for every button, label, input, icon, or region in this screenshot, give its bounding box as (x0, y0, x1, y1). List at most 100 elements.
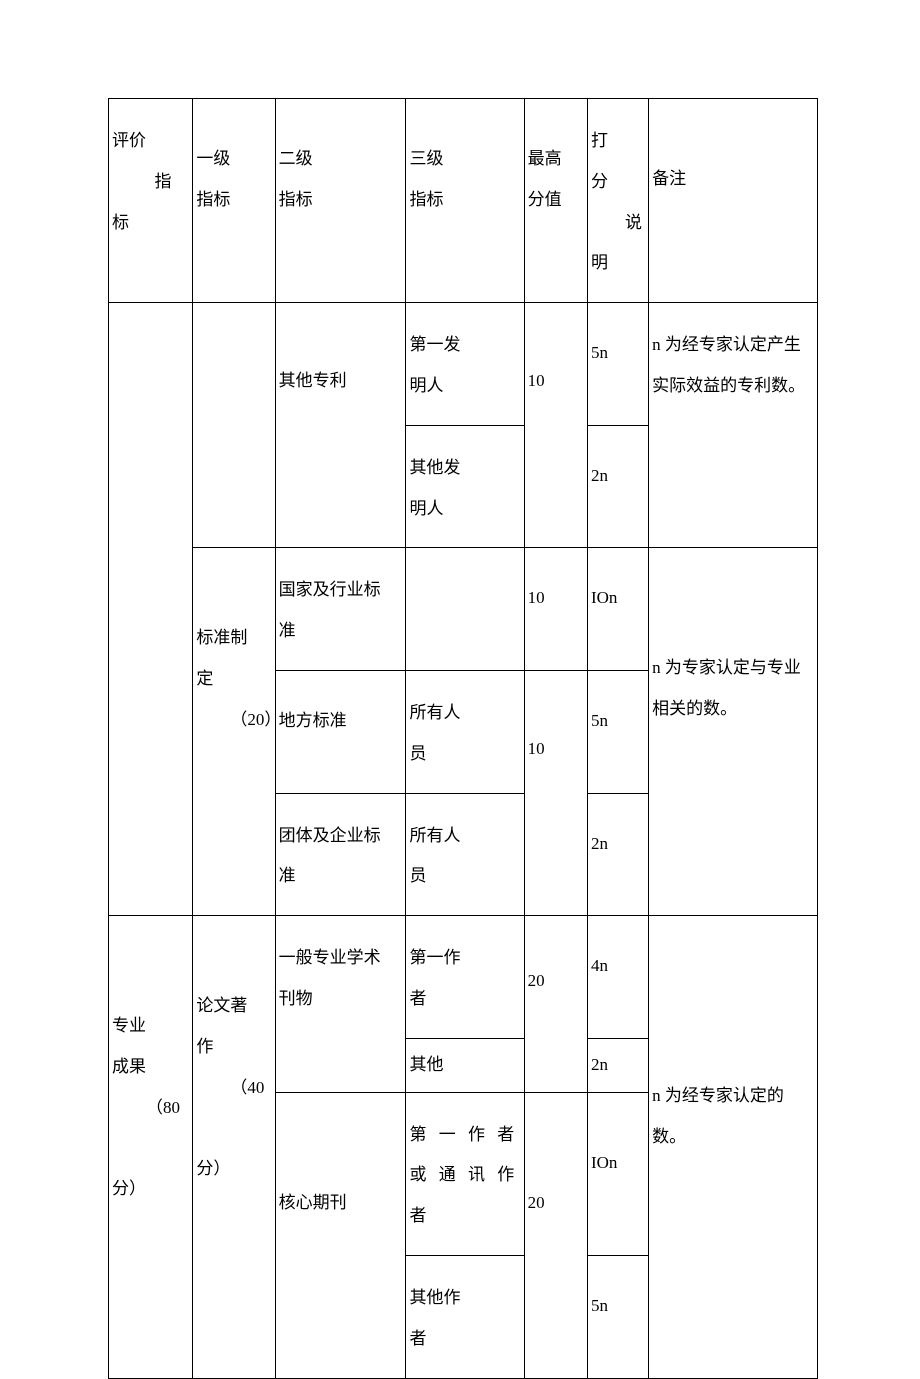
text: 其他专利 (279, 371, 347, 390)
text: 2n (591, 1055, 608, 1074)
text: 或 通 讯 作 (409, 1165, 518, 1184)
cell-all-personnel: 所有人 员 (406, 670, 524, 793)
cell-max-score: 10 (524, 548, 587, 671)
text: n 为经专家认定的 (652, 1086, 784, 1105)
text: 一般专业学术 (279, 948, 381, 967)
text: 其他 (409, 1055, 443, 1074)
cell-max-score: 20 (524, 1092, 587, 1378)
text: IOn (591, 1153, 617, 1172)
text: 准 (279, 866, 296, 885)
text: 10 (528, 588, 545, 607)
text: 评价 (112, 131, 146, 150)
text: 明 (591, 253, 608, 272)
cell-score: 4n (587, 916, 648, 1039)
text: 最高 (528, 149, 562, 168)
text: 作 (196, 1037, 213, 1056)
cell-all-personnel: 所有人 员 (406, 793, 524, 916)
text: 5n (591, 1296, 608, 1315)
cell-group-enterprise-standard: 团体及企业标 准 (275, 793, 406, 916)
cell-other-inventor: 其他发 明人 (406, 425, 524, 548)
text: 分 (591, 172, 608, 191)
cell-other-patent: 其他专利 (275, 303, 406, 548)
cell-first-or-corresponding-author: 第 一 作 者 或 通 讯 作 者 (406, 1092, 524, 1255)
text: 说 (591, 203, 645, 244)
text: 标准制 (196, 628, 247, 647)
header-evaluation-indicator: 评价 指 标 (109, 99, 193, 303)
cell-score: 2n (587, 793, 648, 916)
table-row: 其他专利 第一发 明人 10 5n n 为经专家认定产生 实际效益的专利数。 (109, 303, 818, 426)
cell-score: 5n (587, 1255, 648, 1378)
cell-first-author: 第一作 者 (406, 916, 524, 1039)
cell-max-score: 20 (524, 916, 587, 1092)
text: 刊物 (279, 989, 313, 1008)
header-level1: 一级 指标 (193, 99, 275, 303)
evaluation-table: 评价 指 标 一级 指标 二级 指标 三级 指标 最高 分值 打 分 说 明 备… (108, 98, 818, 1379)
text: 分值 (528, 190, 562, 209)
text: 员 (409, 866, 426, 885)
text: IOn (591, 588, 617, 607)
text: 成果 (112, 1057, 146, 1076)
text: 分） (112, 1179, 146, 1198)
text: 指标 (196, 190, 230, 209)
text: 5n (591, 343, 608, 362)
text: 明人 (409, 499, 443, 518)
text: 核心期刊 (279, 1193, 347, 1212)
text: 打 (591, 131, 608, 150)
text: 指 (112, 162, 189, 203)
text: 指标 (409, 190, 443, 209)
text: 指标 (279, 190, 313, 209)
text: 一级 (196, 149, 230, 168)
table-header-row: 评价 指 标 一级 指标 二级 指标 三级 指标 最高 分值 打 分 说 明 备… (109, 99, 818, 303)
text: 实际效益的专利数。 (652, 376, 805, 395)
text: 备注 (652, 169, 686, 188)
cell-other-author: 其他作 者 (406, 1255, 524, 1378)
cell-score: 2n (587, 425, 648, 548)
text: 4n (591, 956, 608, 975)
text: 其他发 (409, 458, 460, 477)
header-level2: 二级 指标 (275, 99, 406, 303)
text: （20） (196, 700, 271, 741)
text: 国家及行业标 (279, 580, 381, 599)
cell-score: 5n (587, 670, 648, 793)
text: 20 (528, 1193, 545, 1212)
text: 所有人 (409, 826, 460, 845)
text: 地方标准 (279, 711, 347, 730)
text: 者 (409, 1206, 426, 1225)
text: 者 (409, 1329, 426, 1348)
text: n 为专家认定与专业 (652, 658, 801, 677)
table-row: 标准制 定 （20） 国家及行业标 准 10 IOn n 为专家认定与专业 相关… (109, 548, 818, 671)
text: 2n (591, 466, 608, 485)
text: 10 (528, 739, 545, 758)
table-row: 专业 成果 （80 分） 论文著 作 （40 分） 一般专业学术 刊物 第一作 … (109, 916, 818, 1039)
text: （40 (196, 1068, 271, 1109)
cell-note: n 为经专家认定产生 实际效益的专利数。 (649, 303, 818, 548)
text: 二级 (279, 149, 313, 168)
header-scoring: 打 分 说 明 (587, 99, 648, 303)
text: 相关的数。 (652, 699, 737, 718)
header-level3: 三级 指标 (406, 99, 524, 303)
cell-score: 2n (587, 1038, 648, 1092)
text: 20 (528, 971, 545, 990)
header-remarks: 备注 (649, 99, 818, 303)
cell-first-inventor: 第一发 明人 (406, 303, 524, 426)
header-max-score: 最高 分值 (524, 99, 587, 303)
cell-papers-works: 论文著 作 （40 分） (193, 916, 275, 1378)
text: 所有人 (409, 703, 460, 722)
text: 员 (409, 744, 426, 763)
text: 其他作 (409, 1288, 460, 1307)
cell-max-score: 10 (524, 670, 587, 915)
text: 5n (591, 711, 608, 730)
cell-standard-setting: 标准制 定 （20） (193, 548, 275, 916)
cell-max-score: 10 (524, 303, 587, 548)
cell-note: n 为专家认定与专业 相关的数。 (649, 548, 818, 916)
cell-empty (406, 548, 524, 671)
text: 明人 (409, 376, 443, 395)
text: 三级 (409, 149, 443, 168)
text: 标 (112, 213, 129, 232)
text: 2n (591, 834, 608, 853)
cell-general-journal: 一般专业学术 刊物 (275, 916, 406, 1092)
text: （80 (112, 1088, 189, 1129)
text: 数。 (652, 1127, 686, 1146)
cell-score: IOn (587, 548, 648, 671)
text: 团体及企业标 (279, 826, 381, 845)
